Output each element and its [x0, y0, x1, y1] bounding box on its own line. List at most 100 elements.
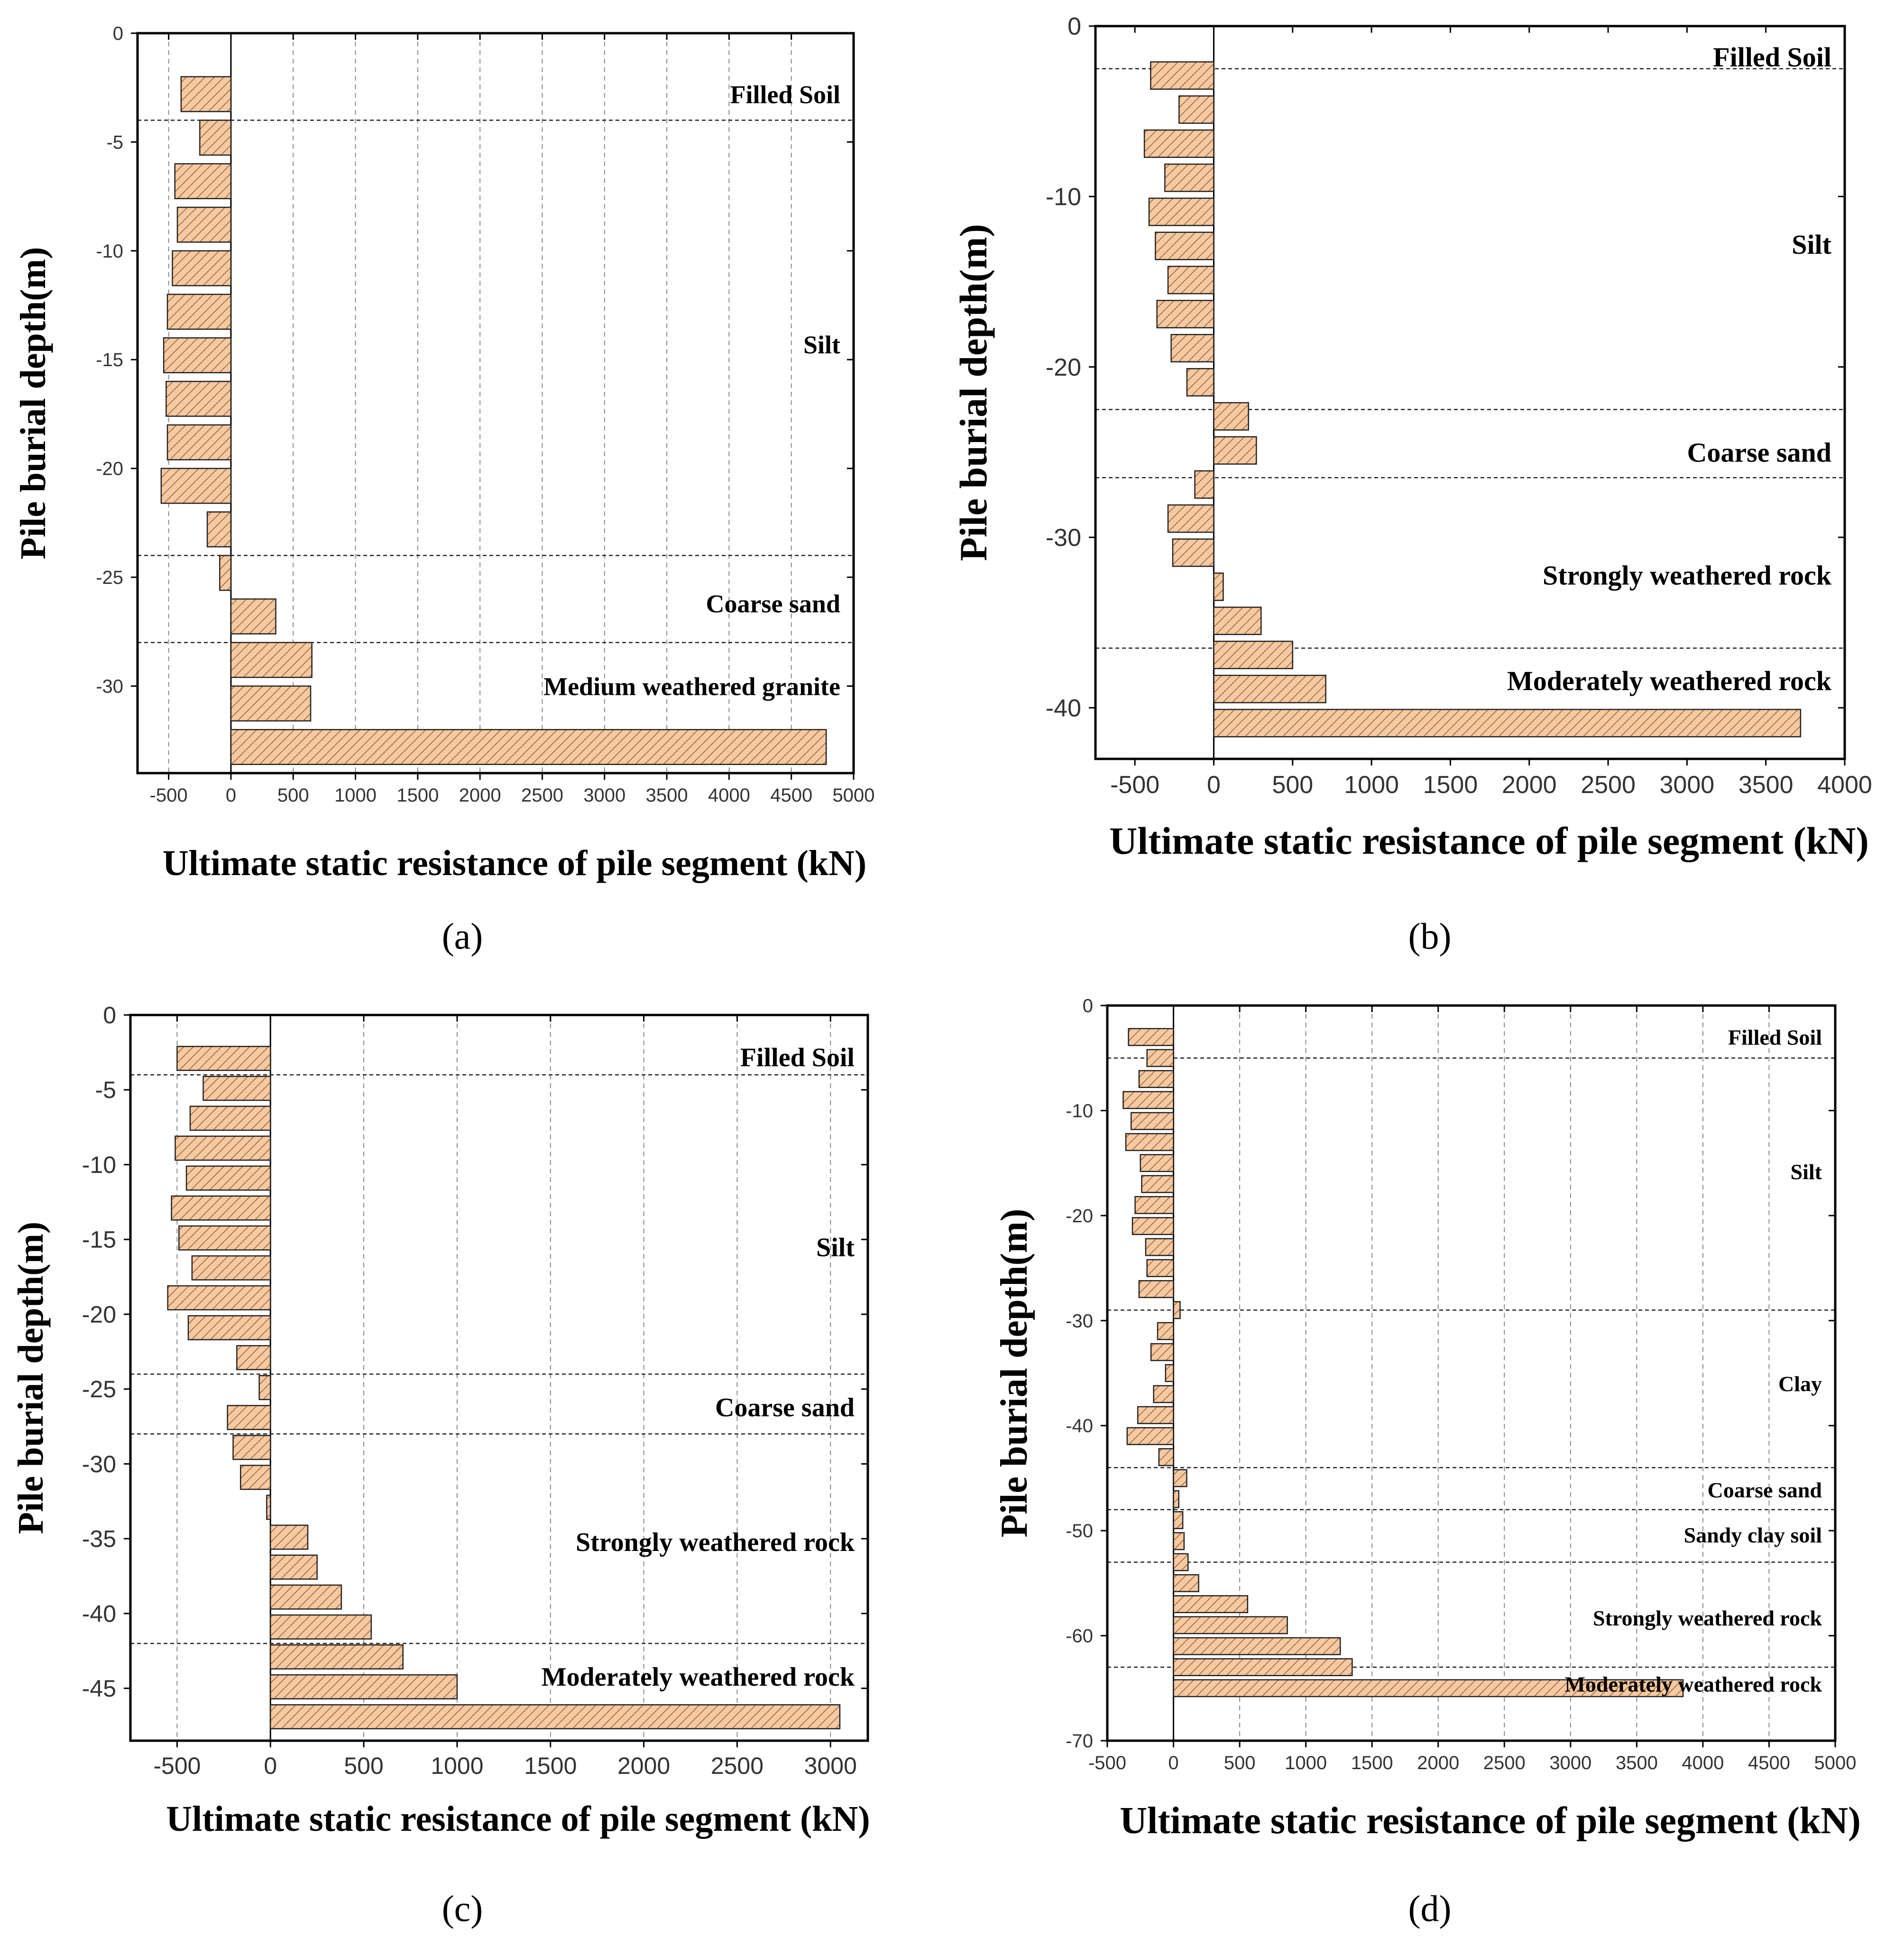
bar — [270, 1614, 372, 1640]
bar — [1178, 95, 1214, 124]
bar — [1173, 1511, 1184, 1529]
y-tick-label: 0 — [1067, 13, 1081, 40]
bar — [230, 598, 276, 635]
bar — [163, 337, 232, 374]
bar — [1173, 1658, 1353, 1676]
bar — [270, 1644, 404, 1670]
bar — [1146, 1259, 1174, 1277]
bar — [1141, 1175, 1174, 1193]
x-tick-label: 500 — [1224, 1753, 1256, 1773]
y-tick-label: -10 — [82, 1152, 116, 1178]
x-tick-label: -500 — [1110, 771, 1159, 799]
bar — [1134, 1196, 1174, 1214]
x-tick-label: 1000 — [431, 1753, 483, 1779]
bar — [1173, 1595, 1249, 1614]
bar — [166, 424, 232, 461]
x-tick-label: 3000 — [583, 785, 625, 806]
bar — [1213, 402, 1249, 431]
y-tick-label: -20 — [96, 459, 123, 480]
bar — [1167, 504, 1214, 533]
x-tick-label: 1500 — [1351, 1753, 1393, 1773]
y-axis-title: Pile burial depth(m) — [11, 1222, 51, 1534]
bar — [1173, 1616, 1288, 1634]
plot-frame — [1094, 25, 1846, 760]
x-tick-label: 0 — [1207, 771, 1221, 799]
bar — [1140, 1154, 1174, 1172]
plot-frame — [136, 32, 855, 775]
x-tick-label: 3000 — [1660, 771, 1715, 799]
layer-label: Silt — [1792, 229, 1831, 260]
x-tick-label: 3500 — [1738, 771, 1794, 799]
y-axis-title: Pile burial depth(m) — [993, 1209, 1035, 1537]
x-tick-label: 2000 — [1502, 771, 1557, 799]
bar — [166, 294, 232, 330]
bar — [1213, 606, 1262, 635]
bar — [175, 1135, 271, 1161]
bar — [171, 1195, 271, 1221]
bar — [1128, 1028, 1174, 1046]
y-tick-label: -25 — [96, 567, 123, 588]
layer-label: Coarse sand — [1687, 437, 1831, 468]
bar — [187, 1315, 271, 1340]
bar — [1167, 266, 1214, 295]
bar — [1153, 1385, 1174, 1403]
bar — [1213, 640, 1294, 669]
bar — [185, 1165, 271, 1191]
y-tick-label: -25 — [82, 1376, 116, 1403]
x-tick-label: 4500 — [1748, 1753, 1790, 1773]
x-tick-label: 3500 — [1616, 1753, 1658, 1773]
panel-caption-c: (c) — [442, 1888, 483, 1929]
layer-label: Filled Soil — [1728, 1025, 1822, 1050]
layer-label: Silt — [803, 331, 840, 359]
bar — [1145, 1238, 1174, 1256]
x-tick-label: 1000 — [1285, 1753, 1327, 1773]
layer-label: Medium weathered granite — [543, 672, 840, 701]
bar — [227, 1405, 271, 1430]
y-tick-label: -20 — [82, 1301, 116, 1328]
bar — [1138, 1280, 1174, 1298]
bar — [1156, 300, 1214, 329]
plot-frame — [129, 1014, 869, 1742]
bar — [270, 1584, 342, 1610]
panel-caption-a: (a) — [442, 915, 483, 957]
bar — [1213, 674, 1326, 703]
plot-frame — [1106, 1004, 1837, 1742]
bar — [180, 76, 232, 112]
bar — [1173, 1553, 1189, 1571]
x-tick-label: 2000 — [1417, 1753, 1459, 1773]
layer-label: Coarse sand — [715, 1393, 855, 1422]
bar — [1157, 1322, 1174, 1340]
bar — [1146, 1049, 1174, 1067]
chart-panel-a: -500 0 500 1000 1500 2000 2500 3000 3500 4000 4500… — [13, 23, 874, 883]
bar — [206, 511, 232, 548]
bar — [166, 380, 232, 417]
bar — [270, 1554, 318, 1580]
bar — [1213, 572, 1224, 601]
y-tick-label: -10 — [1066, 1100, 1093, 1121]
x-tick-label: 4500 — [770, 785, 812, 806]
y-tick-label: -45 — [82, 1675, 116, 1702]
bar — [1213, 436, 1257, 465]
bar — [1122, 1091, 1174, 1109]
bar — [1170, 334, 1214, 363]
y-tick-label: -10 — [96, 241, 123, 262]
layer-label: Strongly weathered rock — [1543, 560, 1832, 591]
bar — [1173, 1679, 1684, 1698]
layer-label: Clay — [1778, 1372, 1822, 1396]
bar — [174, 163, 232, 199]
x-tick-label: 0 — [226, 785, 236, 806]
layer-label: Coarse sand — [706, 590, 840, 618]
bar — [172, 250, 232, 286]
bar — [1126, 1427, 1174, 1445]
x-tick-label: 3000 — [804, 1753, 857, 1779]
x-tick-label: 3500 — [646, 785, 688, 806]
panel-caption-d: (d) — [1408, 1888, 1452, 1929]
x-tick-label: 500 — [1272, 771, 1313, 799]
x-tick-label: 1000 — [1344, 771, 1399, 799]
x-tick-label: 0 — [1168, 1753, 1178, 1773]
x-tick-label: 3000 — [1549, 1753, 1591, 1773]
bar — [1186, 368, 1214, 397]
bar — [1150, 1343, 1174, 1361]
x-axis-title: Ultimate static resistance of pile segme… — [163, 843, 866, 883]
x-tick-label: 2500 — [1483, 1753, 1526, 1773]
